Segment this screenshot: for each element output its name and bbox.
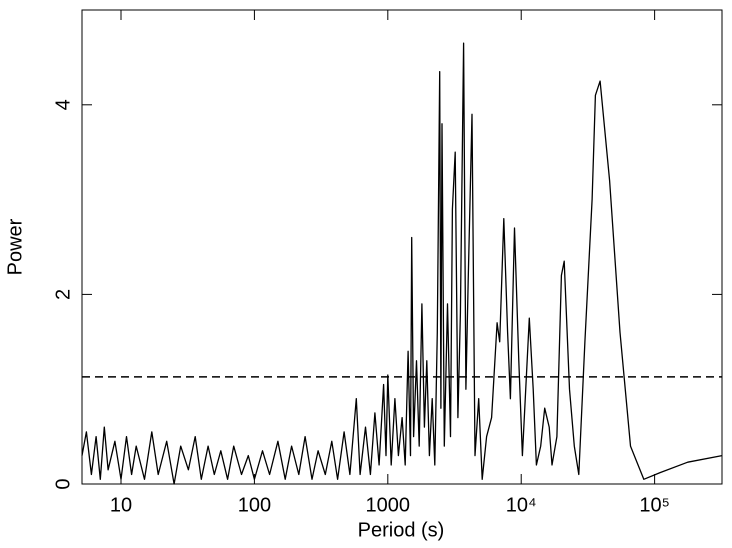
x-tick-label: 10: [110, 494, 132, 516]
y-tick-label: 0: [52, 478, 74, 489]
y-tick-label: 2: [52, 289, 74, 300]
x-axis-label: Period (s): [358, 519, 445, 541]
y-tick-label: 4: [52, 99, 74, 110]
x-tick-label: 100: [238, 494, 271, 516]
x-tick-label: 10⁵: [639, 494, 670, 516]
y-axis-label: Power: [4, 218, 26, 275]
x-tick-label: 1000: [366, 494, 411, 516]
x-tick-label: 10⁴: [506, 494, 537, 516]
series-line: [81, 42, 723, 485]
plot-frame: [81, 9, 723, 485]
